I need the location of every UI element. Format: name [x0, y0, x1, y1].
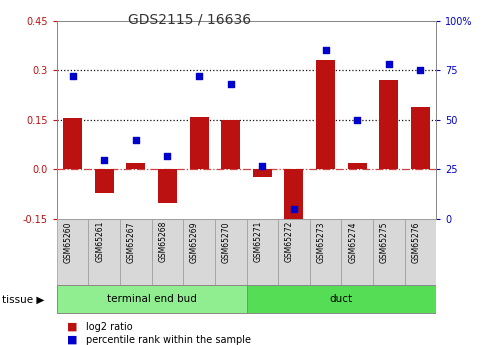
Point [164, 153, 172, 158]
Text: log2 ratio: log2 ratio [86, 322, 133, 332]
Bar [253, 169, 272, 177]
Bar [57, 219, 88, 285]
Point [353, 117, 361, 123]
Point [385, 62, 393, 67]
Point [258, 163, 266, 168]
Text: terminal end bud: terminal end bud [106, 294, 197, 304]
Point [417, 68, 424, 73]
Bar [411, 107, 430, 169]
Bar [405, 219, 436, 285]
Point [100, 157, 108, 162]
Bar [183, 219, 215, 285]
Text: GSM65276: GSM65276 [412, 221, 421, 263]
Bar [57, 285, 246, 313]
Text: GSM65260: GSM65260 [64, 221, 72, 263]
Point [132, 137, 140, 142]
Text: GSM65273: GSM65273 [317, 221, 325, 263]
Text: GSM65261: GSM65261 [95, 221, 104, 263]
Bar [316, 60, 335, 169]
Bar [246, 219, 278, 285]
Bar [215, 219, 246, 285]
Text: GSM65274: GSM65274 [348, 221, 357, 263]
Bar [221, 120, 240, 169]
Text: ■: ■ [67, 322, 77, 332]
Bar [88, 219, 120, 285]
Text: duct: duct [330, 294, 353, 304]
Text: GSM65272: GSM65272 [285, 221, 294, 263]
Bar [152, 219, 183, 285]
Bar [278, 219, 310, 285]
Text: GSM65267: GSM65267 [127, 221, 136, 263]
Text: ■: ■ [67, 335, 77, 345]
Bar [158, 169, 177, 203]
Bar [284, 169, 304, 223]
Text: GSM65268: GSM65268 [158, 221, 168, 263]
Text: percentile rank within the sample: percentile rank within the sample [86, 335, 251, 345]
Text: GDS2115 / 16636: GDS2115 / 16636 [128, 12, 251, 26]
Bar [373, 219, 405, 285]
Text: GSM65271: GSM65271 [253, 221, 262, 263]
Bar [380, 80, 398, 169]
Bar [341, 219, 373, 285]
Bar [310, 219, 341, 285]
Text: GSM65270: GSM65270 [222, 221, 231, 263]
Bar [126, 163, 145, 169]
Point [321, 48, 329, 53]
Bar [189, 117, 209, 169]
Point [69, 73, 76, 79]
Bar [63, 118, 82, 169]
Point [290, 206, 298, 212]
Text: GSM65275: GSM65275 [380, 221, 389, 263]
Text: tissue ▶: tissue ▶ [2, 294, 45, 304]
Bar [95, 169, 113, 193]
Text: GSM65269: GSM65269 [190, 221, 199, 263]
Bar [348, 163, 367, 169]
Bar [120, 219, 152, 285]
Point [195, 73, 203, 79]
Point [227, 81, 235, 87]
